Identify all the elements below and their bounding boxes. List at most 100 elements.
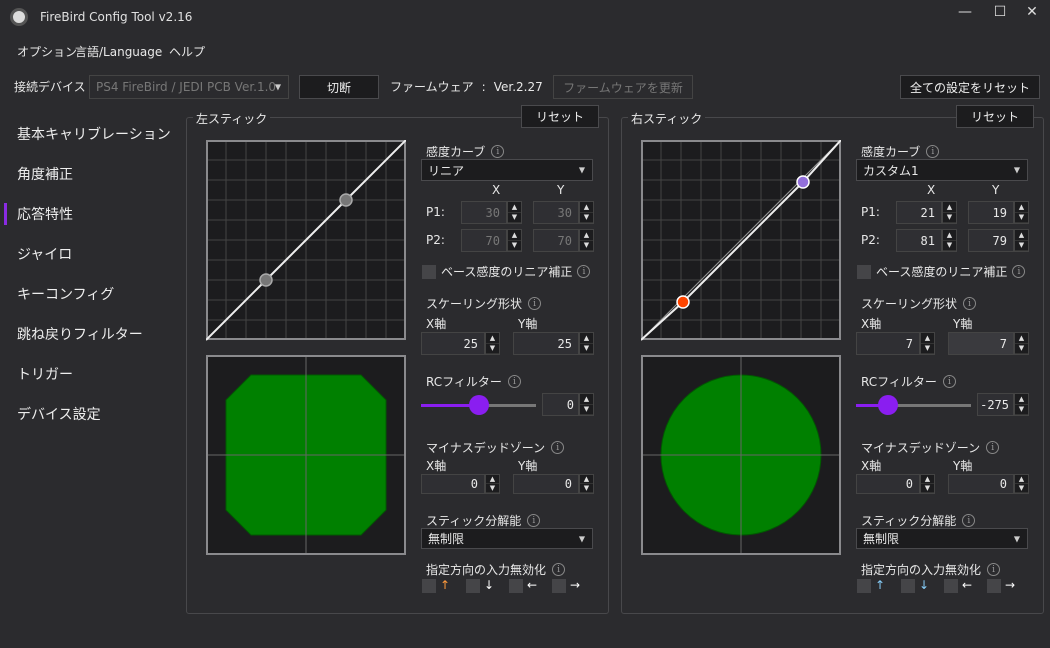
rc-slider-handle[interactable]: [878, 395, 899, 415]
spinner[interactable]: ▲ ▼: [485, 332, 500, 355]
spin-down-icon[interactable]: ▼: [580, 484, 593, 493]
spin-down-icon[interactable]: ▼: [1015, 344, 1028, 354]
p2-x-input[interactable]: 81: [896, 229, 942, 252]
disable-right-checkbox[interactable]: [987, 579, 1001, 593]
spinner[interactable]: ▲ ▼: [942, 201, 957, 224]
rc-slider-handle[interactable]: [468, 395, 489, 415]
spin-up-icon[interactable]: ▲: [508, 230, 521, 241]
spin-up-icon[interactable]: ▲: [921, 333, 934, 344]
info-icon[interactable]: i: [986, 441, 1000, 454]
spin-down-icon[interactable]: ▼: [1015, 213, 1028, 223]
spin-down-icon[interactable]: ▼: [508, 213, 521, 223]
sidebar-item[interactable]: デバイス設定: [17, 407, 101, 423]
info-icon[interactable]: i: [528, 297, 542, 310]
spin-up-icon[interactable]: ▲: [580, 202, 593, 213]
curve-point-p1[interactable]: [259, 273, 273, 287]
spinner[interactable]: ▲ ▼: [920, 474, 935, 494]
scaling-y-input[interactable]: 25: [513, 332, 579, 355]
info-icon[interactable]: i: [987, 563, 1001, 576]
spin-down-icon[interactable]: ▼: [486, 484, 499, 493]
spin-up-icon[interactable]: ▲: [486, 475, 499, 484]
spin-up-icon[interactable]: ▲: [1015, 202, 1028, 213]
spin-up-icon[interactable]: ▲: [943, 202, 956, 213]
disable-up-checkbox[interactable]: [857, 579, 871, 593]
spin-down-icon[interactable]: ▼: [508, 241, 521, 251]
p1-y-input[interactable]: 30: [533, 201, 579, 224]
spinner[interactable]: ▲ ▼: [579, 474, 594, 494]
curve-graph[interactable]: [206, 140, 406, 341]
p1-x-input[interactable]: 30: [461, 201, 507, 224]
deadzone-y-input[interactable]: 0: [948, 474, 1014, 494]
sidebar-item[interactable]: 基本キャリブレーション: [17, 127, 171, 143]
info-icon[interactable]: i: [926, 145, 940, 158]
disconnect-button[interactable]: 切断: [299, 75, 379, 99]
scaling-y-input[interactable]: 7: [948, 332, 1014, 355]
spin-up-icon[interactable]: ▲: [1015, 394, 1028, 405]
info-icon[interactable]: i: [942, 375, 956, 388]
spin-down-icon[interactable]: ▼: [943, 213, 956, 223]
sidebar-item[interactable]: 応答特性: [17, 207, 73, 223]
spin-down-icon[interactable]: ▼: [943, 241, 956, 251]
curve-graph[interactable]: [641, 140, 841, 341]
spin-down-icon[interactable]: ▼: [1015, 405, 1028, 415]
spin-down-icon[interactable]: ▼: [580, 344, 593, 354]
scaling-x-input[interactable]: 25: [421, 332, 485, 355]
p2-y-input[interactable]: 70: [533, 229, 579, 252]
menu-options[interactable]: オプション: [17, 45, 78, 59]
curve-select[interactable]: カスタム1 ▼: [856, 159, 1028, 181]
rc-input[interactable]: -275: [977, 393, 1014, 416]
spin-up-icon[interactable]: ▲: [580, 475, 593, 484]
spin-down-icon[interactable]: ▼: [580, 241, 593, 251]
spinner[interactable]: ▲ ▼: [1014, 393, 1029, 416]
sidebar-item[interactable]: トリガー: [17, 367, 73, 383]
spinner[interactable]: ▲ ▼: [1014, 201, 1029, 224]
disable-up-checkbox[interactable]: [422, 579, 436, 593]
spin-down-icon[interactable]: ▼: [580, 405, 593, 415]
spinner[interactable]: ▲ ▼: [1014, 229, 1029, 252]
linear-fix-checkbox[interactable]: [857, 264, 871, 279]
linear-fix-checkbox[interactable]: [422, 264, 436, 279]
spinner[interactable]: ▲ ▼: [579, 229, 594, 252]
spinner[interactable]: ▲ ▼: [942, 229, 957, 252]
info-icon[interactable]: i: [527, 514, 541, 527]
spinner[interactable]: ▲ ▼: [485, 474, 500, 494]
sidebar-item[interactable]: ジャイロ: [17, 247, 73, 263]
reset-all-button[interactable]: 全ての設定をリセット: [900, 75, 1040, 99]
spin-up-icon[interactable]: ▲: [1015, 475, 1028, 484]
spinner[interactable]: ▲ ▼: [579, 332, 594, 355]
spin-down-icon[interactable]: ▼: [921, 344, 934, 354]
spinner[interactable]: ▲ ▼: [507, 229, 522, 252]
info-icon[interactable]: i: [1012, 265, 1026, 278]
spin-up-icon[interactable]: ▲: [921, 475, 934, 484]
info-icon[interactable]: i: [963, 297, 977, 310]
spin-up-icon[interactable]: ▲: [1015, 333, 1028, 344]
scaling-x-input[interactable]: 7: [856, 332, 920, 355]
spinner[interactable]: ▲ ▼: [1014, 474, 1029, 494]
deadzone-x-input[interactable]: 0: [856, 474, 920, 494]
spin-down-icon[interactable]: ▼: [1015, 241, 1028, 251]
curve-select[interactable]: リニア ▼: [421, 159, 593, 181]
sidebar-item[interactable]: 角度補正: [17, 167, 73, 183]
menu-help[interactable]: ヘルプ: [169, 45, 206, 59]
menu-language[interactable]: 言語/Language: [75, 45, 163, 59]
sidebar-item[interactable]: 跳ね戻りフィルター: [17, 327, 143, 343]
spin-up-icon[interactable]: ▲: [580, 333, 593, 344]
spinner[interactable]: ▲ ▼: [579, 393, 594, 416]
p2-y-input[interactable]: 79: [968, 229, 1014, 252]
p1-x-input[interactable]: 21: [896, 201, 942, 224]
p1-y-input[interactable]: 19: [968, 201, 1014, 224]
maximize-button[interactable]: ☐: [993, 4, 1007, 20]
curve-point-p2[interactable]: [796, 175, 810, 189]
close-button[interactable]: ✕: [1026, 4, 1038, 20]
resolution-select[interactable]: 無制限 ▼: [421, 528, 593, 549]
spin-down-icon[interactable]: ▼: [580, 213, 593, 223]
info-icon[interactable]: i: [552, 563, 566, 576]
resolution-select[interactable]: 無制限 ▼: [856, 528, 1028, 549]
disable-right-checkbox[interactable]: [552, 579, 566, 593]
info-icon[interactable]: i: [962, 514, 976, 527]
deadzone-x-input[interactable]: 0: [421, 474, 485, 494]
spin-down-icon[interactable]: ▼: [486, 344, 499, 354]
disable-down-checkbox[interactable]: [466, 579, 480, 593]
device-select[interactable]: PS4 FireBird / JEDI PCB Ver.1.0 ▼: [89, 75, 289, 99]
spin-up-icon[interactable]: ▲: [486, 333, 499, 344]
